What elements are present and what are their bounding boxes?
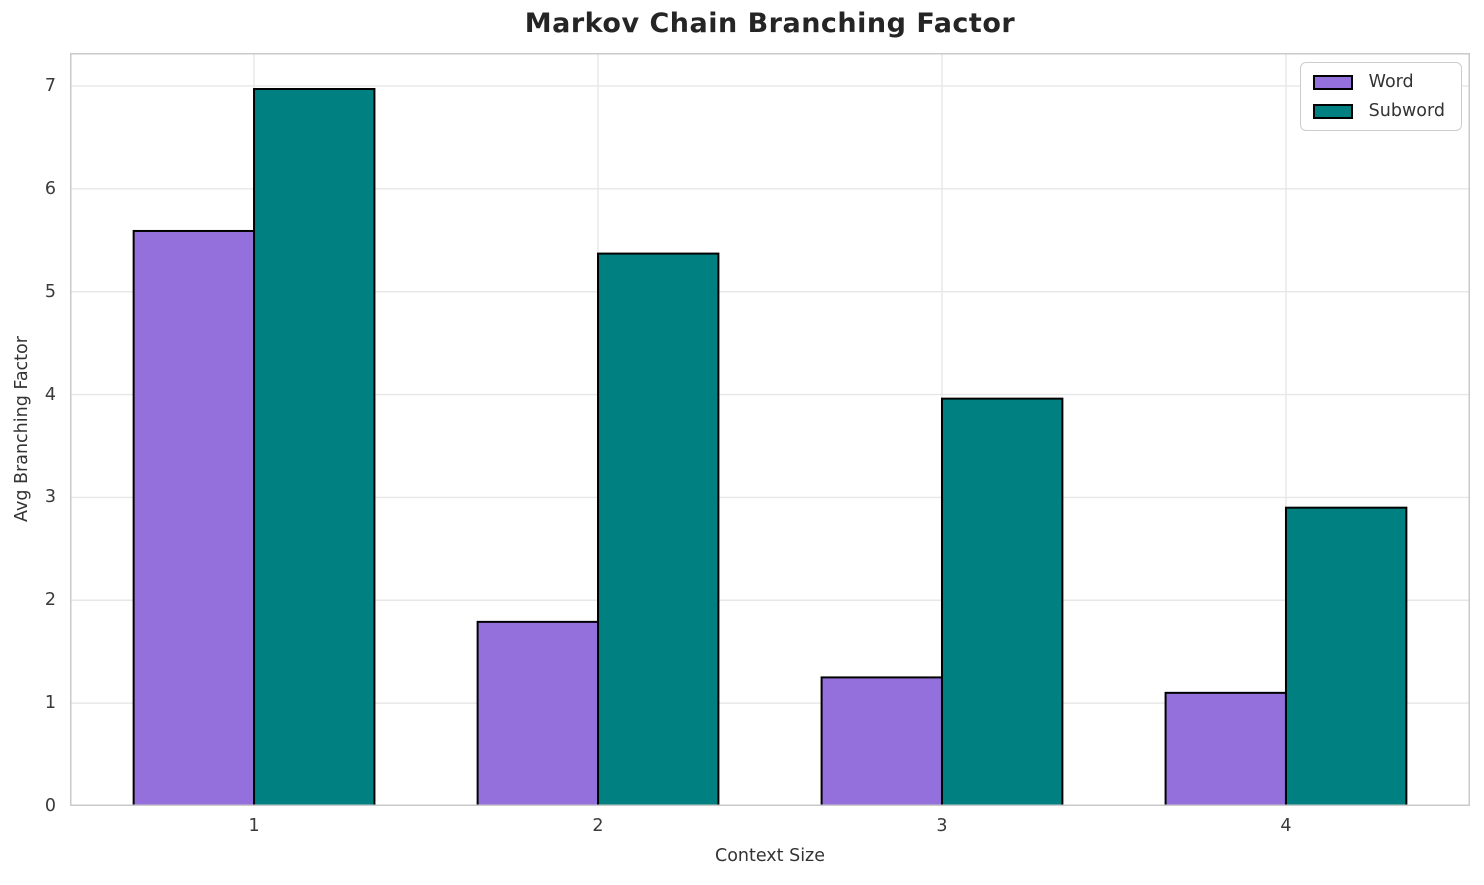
- bar-subword-4: [1284, 506, 1408, 806]
- y-tick-label: 2: [44, 590, 56, 611]
- y-tick-label: 3: [44, 487, 56, 508]
- bar-subword-1: [253, 88, 376, 806]
- bar-word-2: [476, 620, 600, 806]
- x-tick-label: 2: [592, 816, 604, 836]
- x-axis-label: Context Size: [714, 846, 826, 866]
- chart-title: Markov Chain Branching Factor: [524, 8, 1016, 39]
- bar-subword-3: [940, 397, 1064, 806]
- legend-entry-word: Word: [1312, 72, 1445, 92]
- y-tick-label: 4: [44, 384, 56, 405]
- y-axis-label: Avg Branching Factor: [12, 336, 32, 522]
- legend-swatch-word: [1312, 74, 1353, 90]
- legend-label-word: Word: [1368, 72, 1414, 92]
- y-tick-label: 6: [44, 178, 56, 199]
- x-tick-label: 4: [1280, 816, 1292, 836]
- x-tick-label: 3: [936, 816, 948, 836]
- y-tick-label: 0: [44, 796, 56, 816]
- y-tick-label: 7: [44, 75, 56, 96]
- x-tick-label: 1: [248, 816, 260, 836]
- bar-word-3: [820, 676, 943, 806]
- chart-canvas: [70, 53, 1470, 806]
- legend-label-subword: Subword: [1368, 101, 1445, 121]
- bar-word-4: [1164, 691, 1287, 806]
- legend: Word Subword: [1299, 62, 1462, 131]
- bar-subword-2: [597, 252, 720, 806]
- legend-swatch-subword: [1312, 103, 1353, 119]
- y-tick-label: 5: [44, 281, 56, 302]
- plot-area: [70, 53, 1470, 806]
- axes-spines: [70, 53, 1470, 806]
- legend-entry-subword: Subword: [1312, 101, 1445, 121]
- bar-word-1: [132, 229, 256, 806]
- y-tick-label: 1: [44, 693, 56, 714]
